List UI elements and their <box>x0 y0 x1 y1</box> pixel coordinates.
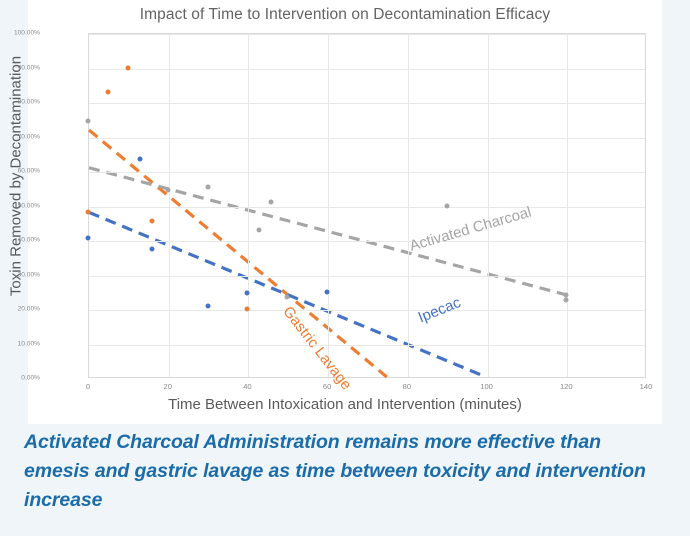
data-point <box>256 227 262 233</box>
gridline-vertical <box>168 34 170 377</box>
gridline-horizontal <box>89 103 645 104</box>
data-point <box>149 246 155 252</box>
y-axis-tick: 70.00% <box>17 133 40 140</box>
data-point <box>563 292 569 298</box>
gridline-horizontal <box>89 172 645 173</box>
y-axis-tick: 50.00% <box>17 202 40 209</box>
data-point <box>105 89 111 95</box>
gridline-vertical <box>567 34 569 377</box>
gridline-horizontal <box>89 68 645 70</box>
gridline-horizontal <box>89 310 645 311</box>
data-point <box>149 218 155 224</box>
gridline-horizontal <box>89 34 645 35</box>
y-axis-tick: 90.00% <box>17 64 40 71</box>
y-axis-tick: 40.00% <box>17 236 40 244</box>
x-axis-tick: 40 <box>243 382 252 391</box>
data-point <box>205 184 211 190</box>
x-axis-label: Time Between Intoxication and Interventi… <box>168 396 522 413</box>
y-axis-label: Toxin Removed by Decontamination <box>7 55 25 297</box>
x-axis-tick: 120 <box>559 382 573 391</box>
y-axis-tick: 0.00% <box>21 374 40 382</box>
data-point <box>85 209 91 215</box>
plot-area <box>87 33 646 379</box>
data-point <box>324 289 330 295</box>
y-axis-tick: 100.00% <box>13 29 40 37</box>
data-point <box>165 187 171 193</box>
x-axis-tick: 80 <box>402 382 412 391</box>
x-axis-tick: 100 <box>480 382 493 391</box>
gridline-vertical <box>487 34 489 377</box>
x-axis-tick: 0 <box>85 382 91 391</box>
caption-text: Activated Charcoal Administration remain… <box>24 431 646 511</box>
y-axis-tick: 10.00% <box>17 340 40 347</box>
gridline-vertical <box>328 34 330 377</box>
gridline-horizontal <box>89 137 645 139</box>
data-point <box>268 199 274 205</box>
data-point <box>205 303 211 309</box>
data-point <box>244 306 250 312</box>
y-axis-tick: 60.00% <box>17 167 40 175</box>
data-point <box>85 235 91 241</box>
data-point <box>125 65 131 70</box>
data-point <box>137 156 143 162</box>
gridline-horizontal <box>89 344 645 346</box>
x-axis-tick: 140 <box>639 382 653 391</box>
x-axis-tick: 60 <box>322 382 332 391</box>
y-axis-tick: 30.00% <box>17 271 40 278</box>
data-point <box>563 297 569 303</box>
data-point <box>85 118 91 124</box>
gridline-vertical <box>248 34 250 377</box>
gridline-horizontal <box>89 241 645 242</box>
chart-title: Impact of Time to Intervention on Decont… <box>139 6 551 23</box>
gridline-horizontal <box>89 206 645 208</box>
chart-card: Impact of Time to Intervention on Decont… <box>8 0 662 424</box>
data-point <box>244 290 250 296</box>
trendlines-layer <box>87 128 566 379</box>
gridline-horizontal <box>89 275 645 277</box>
data-point <box>284 294 290 300</box>
data-point <box>444 203 450 208</box>
x-axis-tick: 20 <box>163 382 172 391</box>
gridline-vertical <box>407 34 409 377</box>
trendline-gastric-lavage <box>87 128 388 379</box>
y-axis-tick: 80.00% <box>17 98 40 106</box>
y-axis-tick: 20.00% <box>17 305 40 313</box>
